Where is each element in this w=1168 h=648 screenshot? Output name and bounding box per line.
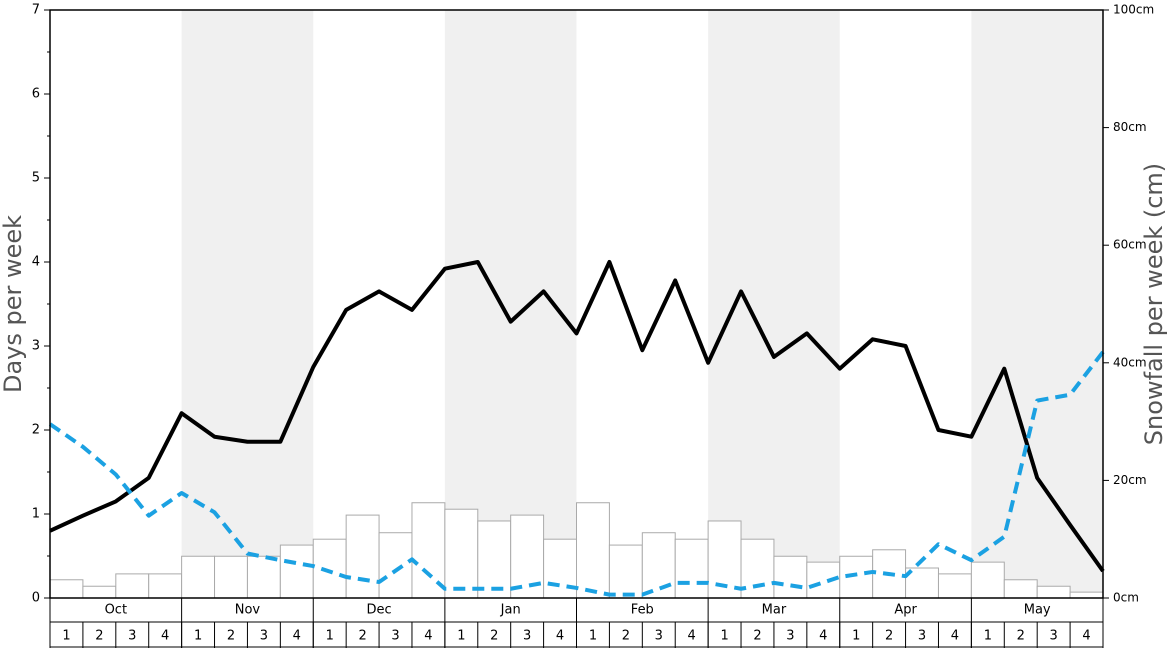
month-label: Jan [500,603,521,618]
month-label: Apr [894,603,917,618]
bar [1003,579,1038,599]
y-tick-label: 6 [32,87,40,102]
bar [49,579,84,599]
month-band [181,10,314,598]
week-label: 1 [194,629,202,644]
y-axis-label: Days per week [0,215,27,393]
y-tick-label: 1 [32,507,40,522]
week-label: 1 [326,629,334,644]
month-label: Feb [631,603,654,618]
week-label: 2 [622,629,630,644]
line [48,350,1105,597]
line [49,260,1105,573]
week-label: 2 [227,629,235,644]
week-label: 3 [918,629,926,644]
week-label: 1 [852,629,860,644]
bar [576,502,610,599]
month-label: Nov [235,603,261,618]
month-label: May [1024,603,1051,618]
week-label: 4 [424,629,432,644]
week-label: 4 [688,629,696,644]
y2-tick-label: 80cm [1113,120,1147,134]
week-label: 3 [128,629,136,644]
bar [477,520,512,599]
week-label: 2 [753,629,761,644]
bar [115,573,150,599]
week-label: 3 [260,629,268,644]
bar [246,555,281,599]
month-label: Dec [366,603,391,618]
month-band [971,10,1103,598]
week-label: 1 [984,629,992,644]
bar [970,561,1005,599]
y2-tick-label: 0cm [1113,591,1139,605]
bar [444,508,479,599]
bar [181,555,216,599]
week-label: 1 [720,629,728,644]
bar [839,555,874,599]
y-tick-label: 4 [32,255,40,270]
y2-tick-label: 60cm [1113,238,1147,252]
bar [148,573,183,599]
week-label: 4 [819,629,827,644]
bar [1069,591,1104,599]
week-label: 4 [1082,629,1090,644]
week-label: 1 [589,629,597,644]
week-label: 3 [523,629,531,644]
bar [279,544,314,599]
week-label: 3 [655,629,663,644]
y-tick-label: 3 [32,339,40,354]
week-label: 3 [391,629,399,644]
y-tick-label: 0 [32,591,40,606]
week-label: 2 [1017,629,1025,644]
bar [1036,585,1071,599]
week-label: 2 [95,629,103,644]
week-label: 4 [951,629,959,644]
bar [773,555,808,599]
bar [312,538,347,599]
week-label: 2 [885,629,893,644]
bar [378,532,413,599]
y2-tick-label: 20cm [1113,473,1147,487]
week-label: 4 [556,629,564,644]
bar [937,573,972,599]
week-label: 1 [457,629,465,644]
week-label: 2 [358,629,366,644]
bar [345,514,380,599]
y2-tick-label: 100cm [1113,3,1154,17]
week-label: 4 [161,629,169,644]
week-label: 3 [1050,629,1058,644]
week-label: 1 [62,629,70,644]
y-tick-label: 2 [32,423,40,438]
month-label: Oct [105,603,127,618]
y-tick-label: 5 [32,171,40,186]
y2-tick-label: 40cm [1113,355,1147,369]
bar [674,538,709,599]
bar [214,555,248,599]
bar [82,585,117,599]
week-label: 2 [490,629,498,644]
y2-axis-label: Snowfall per week (cm) [1140,163,1168,445]
bar [608,544,643,599]
week-label: 4 [293,629,301,644]
month-label: Mar [762,603,787,618]
bar [641,532,676,599]
y-tick-label: 7 [32,3,40,18]
week-label: 3 [786,629,794,644]
month-band [708,10,840,598]
